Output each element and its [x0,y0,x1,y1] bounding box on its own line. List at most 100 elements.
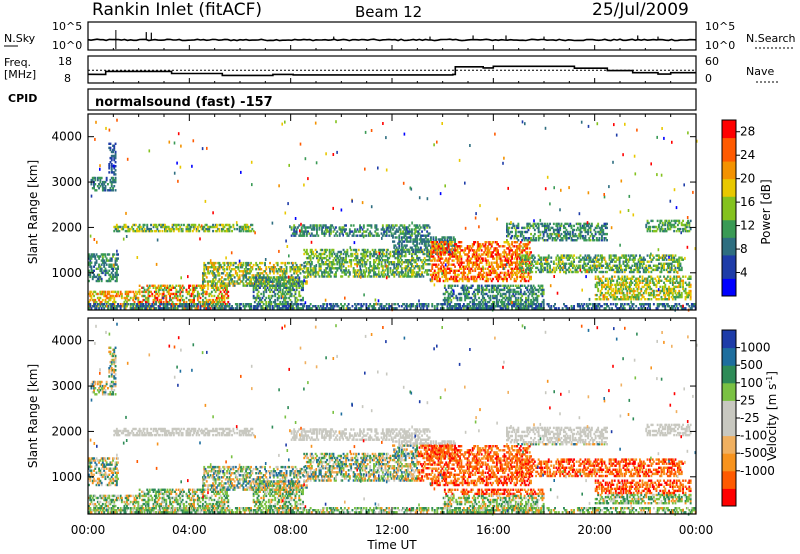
power-cell [351,234,354,237]
power-cell [167,286,170,289]
power-cell [357,275,360,278]
power-cell [88,253,90,256]
power-cell [489,255,492,258]
power-cell [259,280,261,283]
power-cell [303,248,306,252]
power-cell [398,244,401,247]
power-cell [431,247,434,250]
power-cell [328,273,331,276]
power-cell [354,256,356,260]
power-cell [427,259,430,262]
power-cell [208,229,211,233]
noise-right-label: N.Search [746,32,796,45]
power-cell [479,261,482,264]
power-cell [317,254,320,258]
power-cell [357,248,360,252]
power-cell [145,300,147,304]
power-cell [476,286,479,289]
power-cell [104,187,107,190]
power-cell [366,248,369,252]
power-cell [527,228,530,232]
power-cell [247,225,250,229]
power-cell [309,250,312,254]
power-cell [324,228,327,231]
power-cell [100,277,103,281]
power-cell [210,282,213,285]
power-cell [451,244,454,247]
power-cell [485,275,488,279]
power-cell [189,284,192,287]
power-cell [500,298,503,302]
power-cell [189,307,192,310]
power-cell [294,292,297,296]
power-cell [423,242,426,245]
power-cell [525,247,527,250]
power-cell [526,222,529,226]
power-cell [490,267,493,270]
power-cell [255,263,258,267]
power-cell [175,307,178,310]
power-cell [157,300,160,304]
power-cell [297,270,299,273]
power-cell [564,232,567,236]
power-cell [481,286,484,289]
noise-left-label: N.Sky [4,32,36,45]
power-cell [412,240,415,243]
power-cell [485,288,488,292]
power-cell [352,267,355,270]
power-cell [549,232,551,236]
power-cell [500,288,503,292]
power-cell [442,253,445,256]
power-cell [531,292,534,296]
power-cell [318,259,321,262]
power-cell [545,260,548,263]
power-cell [238,270,241,273]
power-cell [264,286,266,289]
power-cell [88,305,90,308]
power-cell [546,256,549,259]
power-cell [559,266,562,270]
power-cell [575,234,578,238]
power-cell [113,158,116,162]
power-cell [502,305,505,308]
power-cell [506,255,508,258]
power-cell [152,286,155,289]
power-cell [427,244,430,247]
power-cell [272,300,275,304]
power-cell [601,239,603,242]
power-cell [331,252,334,256]
power-cell [274,288,277,292]
power-cell [476,290,479,294]
power-cell [422,238,425,241]
power-cell [559,268,562,272]
power-cell [171,305,174,308]
power-cell [161,303,164,306]
power-cell [394,244,397,247]
power-cell [563,266,565,270]
power-cell [385,248,388,252]
power-cell [498,273,501,277]
power-cell [217,280,220,283]
power-cell [469,261,472,264]
power-cell [532,296,535,300]
power-cell [117,290,119,294]
power-cell [360,263,363,266]
power-cell [407,275,410,278]
power-cell [96,267,99,270]
power-cell [236,227,239,231]
power-cell [537,258,540,261]
power-cell [465,277,468,281]
power-cell [516,305,518,308]
power-cell [289,282,292,285]
power-cell [485,292,488,296]
power-cell [426,259,429,262]
power-cell [328,256,331,260]
power-cell [503,241,506,244]
power-cell [208,225,211,229]
power-cell [530,224,532,228]
power-cell [465,259,468,262]
power-cell [101,253,104,256]
power-cell [584,228,587,232]
power-cell [451,294,454,298]
power-cell [606,226,608,230]
